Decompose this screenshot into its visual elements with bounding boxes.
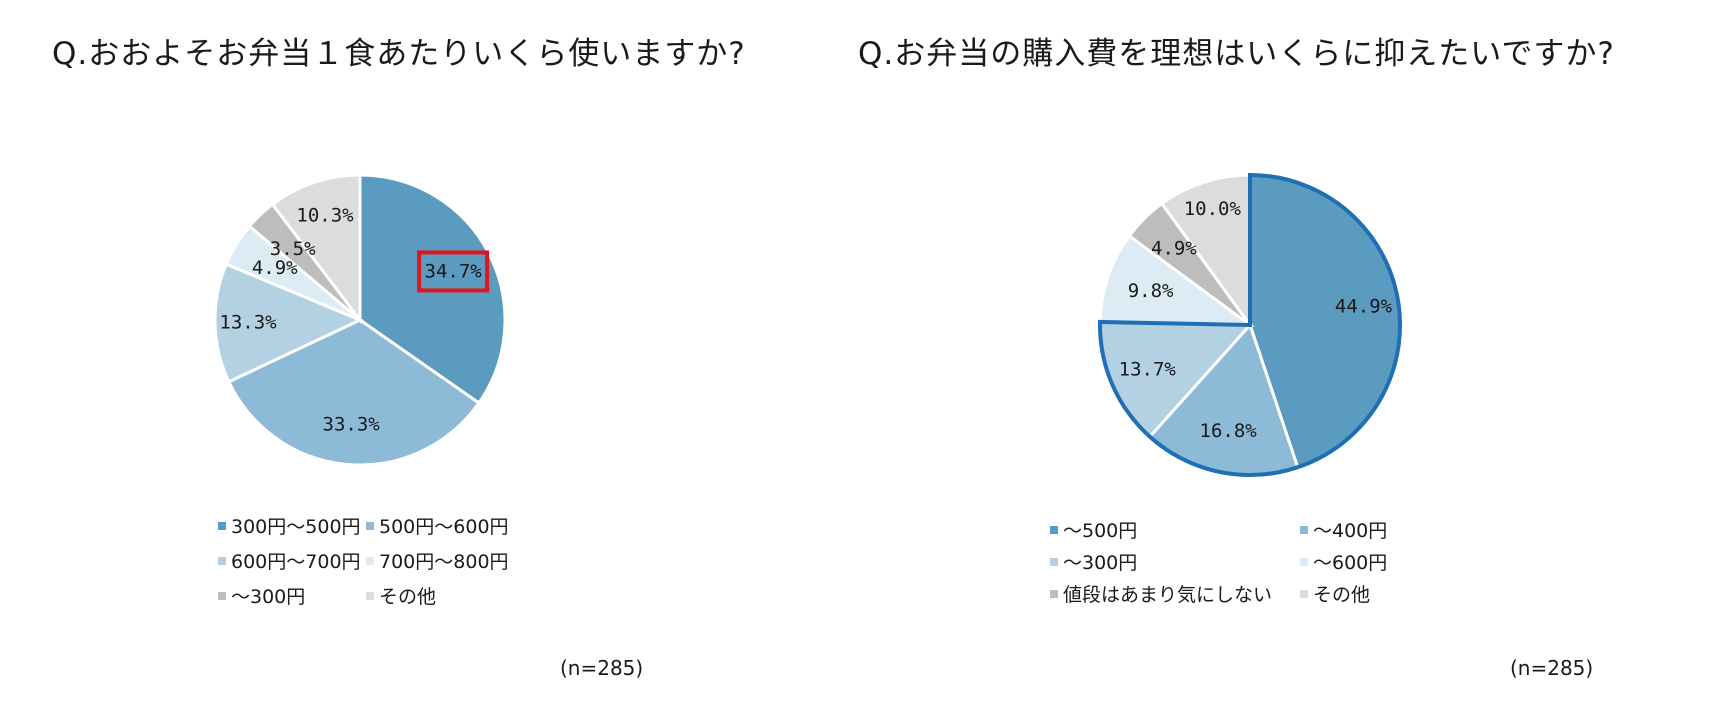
chart-1-legend-item-2: 600円～700円: [218, 547, 361, 574]
chart-2-legend-item-2: ～300円: [1050, 548, 1137, 575]
legend-label: ～300円: [231, 586, 306, 608]
chart-1-legend-item-5: その他: [366, 582, 436, 609]
legend-label: 600円～700円: [231, 551, 361, 573]
chart-2-slice-5: [1159, 173, 1252, 330]
legend-label: ～500円: [1063, 520, 1138, 542]
chart-1-sample-size: (n=285): [560, 656, 644, 680]
legend-swatch: [366, 556, 374, 565]
chart-1-value-label-3: 4.9%: [252, 257, 298, 279]
chart-2-value-label-2: 13.7%: [1119, 359, 1177, 381]
legend-swatch: [218, 591, 226, 600]
legend-swatch: [1300, 557, 1308, 566]
chart-2-legend-item-5: その他: [1300, 580, 1370, 607]
chart-1-slice-1: [226, 318, 481, 467]
legend-swatch: [1300, 589, 1308, 598]
chart-1-value-label-5: 10.3%: [296, 205, 354, 227]
pie-chart-1: 34.7% 33.3% 13.3% 4.9%3.5% 10.3%: [213, 173, 507, 467]
chart-1-value-label-4: 3.5%: [270, 238, 316, 260]
chart-2-legend-item-1: ～400円: [1300, 516, 1387, 543]
chart-1-legend-item-1: 500円～600円: [366, 512, 509, 539]
chart-2-legend-item-3: ～600円: [1300, 548, 1387, 575]
chart-2-slice-3: [1098, 233, 1255, 327]
chart-1-title: Q.おおよそお弁当１食あたりいくら使いますか?: [52, 36, 746, 72]
legend-swatch: [366, 591, 374, 600]
legend-label: ～600円: [1313, 552, 1388, 574]
chart-1-slice-2: [213, 262, 364, 384]
legend-label: その他: [379, 586, 437, 608]
legend-swatch: [1050, 557, 1058, 566]
chart-1-legend-item-3: 700円～800円: [366, 547, 509, 574]
chart-2-value-label-4: 4.9%: [1151, 237, 1197, 259]
legend-label: その他: [1313, 584, 1371, 606]
chart-1-value-label-1: 33.3%: [323, 414, 381, 436]
chart-2-value-label-3: 9.8%: [1128, 280, 1174, 302]
chart-2-value-label-0: 44.9%: [1335, 295, 1393, 317]
legend-label: 500円～600円: [379, 516, 509, 538]
pie-chart-2: 44.9% 16.8% 13.7% 9.8% 4.9% 10.0%: [1098, 172, 1402, 477]
legend-swatch: [1050, 589, 1058, 598]
legend-swatch: [366, 521, 374, 530]
highlight-box: [417, 250, 490, 293]
legend-swatch: [1300, 525, 1308, 534]
chart-2-value-label-1: 16.8%: [1200, 420, 1258, 442]
legend-swatch: [218, 556, 226, 565]
chart-2-legend-item-4: 値段はあまり気にしない: [1050, 580, 1272, 607]
legend-label: 300円～500円: [231, 516, 361, 538]
chart-2-legend-item-0: ～500円: [1050, 516, 1137, 543]
chart-1-value-label-0: 34.7%: [425, 260, 483, 282]
highlight-outline: [1098, 172, 1402, 477]
chart-1-value-label-2: 13.3%: [219, 311, 277, 333]
legend-label: ～400円: [1313, 520, 1388, 542]
chart-1-slice-5: [270, 173, 362, 325]
chart-1-legend-item-4: ～300円: [218, 582, 305, 609]
legend-swatch: [1050, 525, 1058, 534]
legend-swatch: [218, 521, 226, 530]
chart-2-value-label-5: 10.0%: [1184, 198, 1242, 220]
legend-label: 値段はあまり気にしない: [1063, 584, 1273, 606]
legend-label: ～300円: [1063, 552, 1138, 574]
chart-2-sample-size: (n=285): [1510, 656, 1594, 680]
chart-2-title: Q.お弁当の購入費を理想はいくらに抑えたいですか?: [858, 36, 1615, 72]
chart-1-legend-item-0: 300円～500円: [218, 512, 361, 539]
legend-label: 700円～800円: [379, 551, 509, 573]
